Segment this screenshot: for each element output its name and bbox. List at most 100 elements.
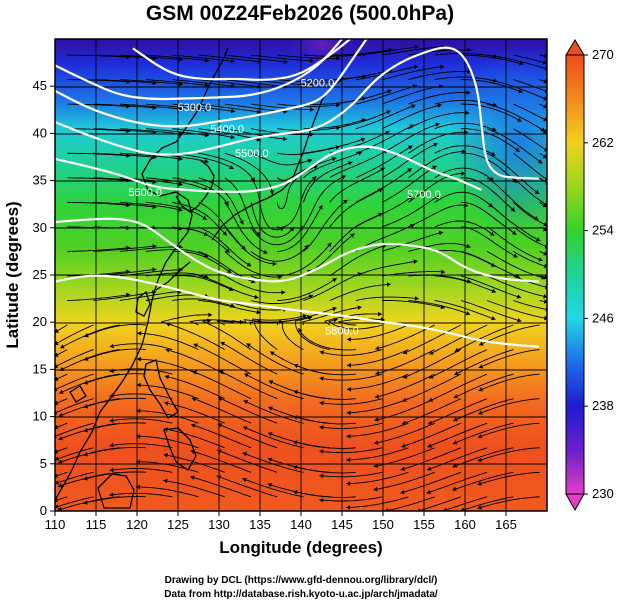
streamline bbox=[382, 231, 444, 252]
streamline-arrow bbox=[55, 456, 60, 461]
streamline-arrow bbox=[55, 340, 59, 345]
streamline bbox=[165, 322, 225, 350]
streamline bbox=[303, 272, 362, 301]
streamline bbox=[293, 440, 356, 449]
streamline bbox=[513, 201, 546, 226]
streamline bbox=[478, 349, 540, 369]
coastline-korea bbox=[175, 159, 215, 213]
streamline-arrow bbox=[491, 316, 496, 321]
streamline bbox=[319, 422, 383, 429]
streamline bbox=[408, 300, 471, 315]
streamline-arrow bbox=[491, 288, 496, 293]
streamline bbox=[303, 151, 363, 179]
streamline-arrow bbox=[350, 233, 355, 238]
streamline bbox=[486, 275, 545, 297]
streamline bbox=[477, 496, 540, 509]
streamline-arrow bbox=[55, 352, 59, 357]
streamline bbox=[119, 246, 183, 252]
streamline bbox=[355, 46, 419, 56]
streamline bbox=[119, 54, 183, 61]
coastline-japan bbox=[211, 77, 345, 241]
streamline bbox=[513, 177, 547, 205]
y-tick-label: 15 bbox=[33, 361, 47, 376]
x-tick-label: 135 bbox=[249, 517, 271, 532]
streamline bbox=[427, 398, 488, 425]
y-tick-label: 5 bbox=[40, 456, 47, 471]
streamline-arrow bbox=[283, 136, 288, 142]
streamline-arrow bbox=[126, 153, 131, 158]
contour-label: 5300.0 bbox=[178, 102, 212, 114]
colorbar-top-arrow bbox=[565, 39, 585, 56]
streamline bbox=[145, 201, 207, 221]
streamline-arrow bbox=[204, 159, 209, 164]
streamline bbox=[513, 226, 547, 248]
streamline bbox=[57, 496, 94, 508]
streamline bbox=[381, 123, 440, 154]
streamline bbox=[55, 349, 94, 367]
streamline-arrow bbox=[58, 459, 63, 464]
streamline bbox=[460, 300, 522, 322]
streamline bbox=[539, 177, 547, 184]
streamline bbox=[93, 128, 157, 134]
streamline-arrow bbox=[479, 341, 484, 346]
y-tick-label: 10 bbox=[33, 409, 47, 424]
streamline bbox=[57, 447, 94, 460]
streamline bbox=[477, 471, 540, 486]
streamline bbox=[408, 131, 468, 154]
streamline bbox=[56, 398, 68, 404]
streamline bbox=[401, 422, 462, 448]
streamline bbox=[276, 165, 318, 209]
streamline-arrow bbox=[477, 481, 482, 486]
streamline bbox=[319, 373, 383, 381]
streamline-arrow bbox=[347, 362, 352, 368]
streamline-arrow bbox=[319, 376, 324, 381]
streamline bbox=[277, 176, 317, 228]
streamline-arrow bbox=[543, 222, 547, 227]
streamline bbox=[224, 275, 286, 294]
streamline-arrow bbox=[467, 47, 472, 53]
streamline-arrow bbox=[490, 151, 496, 156]
streamline-arrow bbox=[319, 449, 324, 454]
streamline bbox=[93, 152, 157, 158]
streamline bbox=[188, 319, 243, 326]
streamline-arrow bbox=[386, 282, 391, 287]
x-tick-label: 125 bbox=[167, 517, 189, 532]
streamline bbox=[56, 471, 68, 477]
streamline bbox=[198, 103, 262, 113]
streamline bbox=[434, 76, 498, 82]
streamline-arrow bbox=[178, 106, 183, 112]
streamline bbox=[83, 471, 147, 480]
streamline-arrow bbox=[109, 492, 114, 497]
streamline bbox=[93, 245, 157, 252]
streamline bbox=[67, 54, 131, 58]
coastline-hainan bbox=[69, 385, 87, 403]
streamline-arrow bbox=[272, 261, 277, 267]
streamline bbox=[402, 349, 462, 379]
streamline bbox=[329, 188, 383, 228]
streamline bbox=[346, 496, 409, 508]
streamline bbox=[445, 496, 488, 511]
x-tick-label: 165 bbox=[495, 517, 517, 532]
streamline bbox=[477, 422, 540, 438]
streamline-arrow bbox=[319, 473, 324, 479]
streamline bbox=[329, 69, 393, 81]
streamline bbox=[67, 201, 131, 206]
streamline-arrow bbox=[537, 159, 543, 164]
streamline-arrow bbox=[543, 263, 547, 269]
streamline bbox=[381, 165, 437, 203]
x-tick-label: 140 bbox=[290, 517, 312, 532]
streamline-arrow bbox=[312, 176, 317, 181]
streamline bbox=[454, 324, 514, 352]
streamline-arrow bbox=[55, 328, 59, 333]
streamline bbox=[119, 103, 183, 110]
x-tick-label: 145 bbox=[331, 517, 353, 532]
streamline bbox=[429, 324, 488, 355]
streamline bbox=[109, 492, 173, 498]
streamline-arrow bbox=[302, 313, 307, 319]
streamline-arrow bbox=[541, 127, 546, 132]
streamline bbox=[408, 71, 472, 81]
streamline-arrow bbox=[164, 401, 169, 406]
streamline bbox=[513, 275, 547, 288]
streamline bbox=[277, 204, 323, 252]
streamline-arrow bbox=[257, 109, 262, 114]
